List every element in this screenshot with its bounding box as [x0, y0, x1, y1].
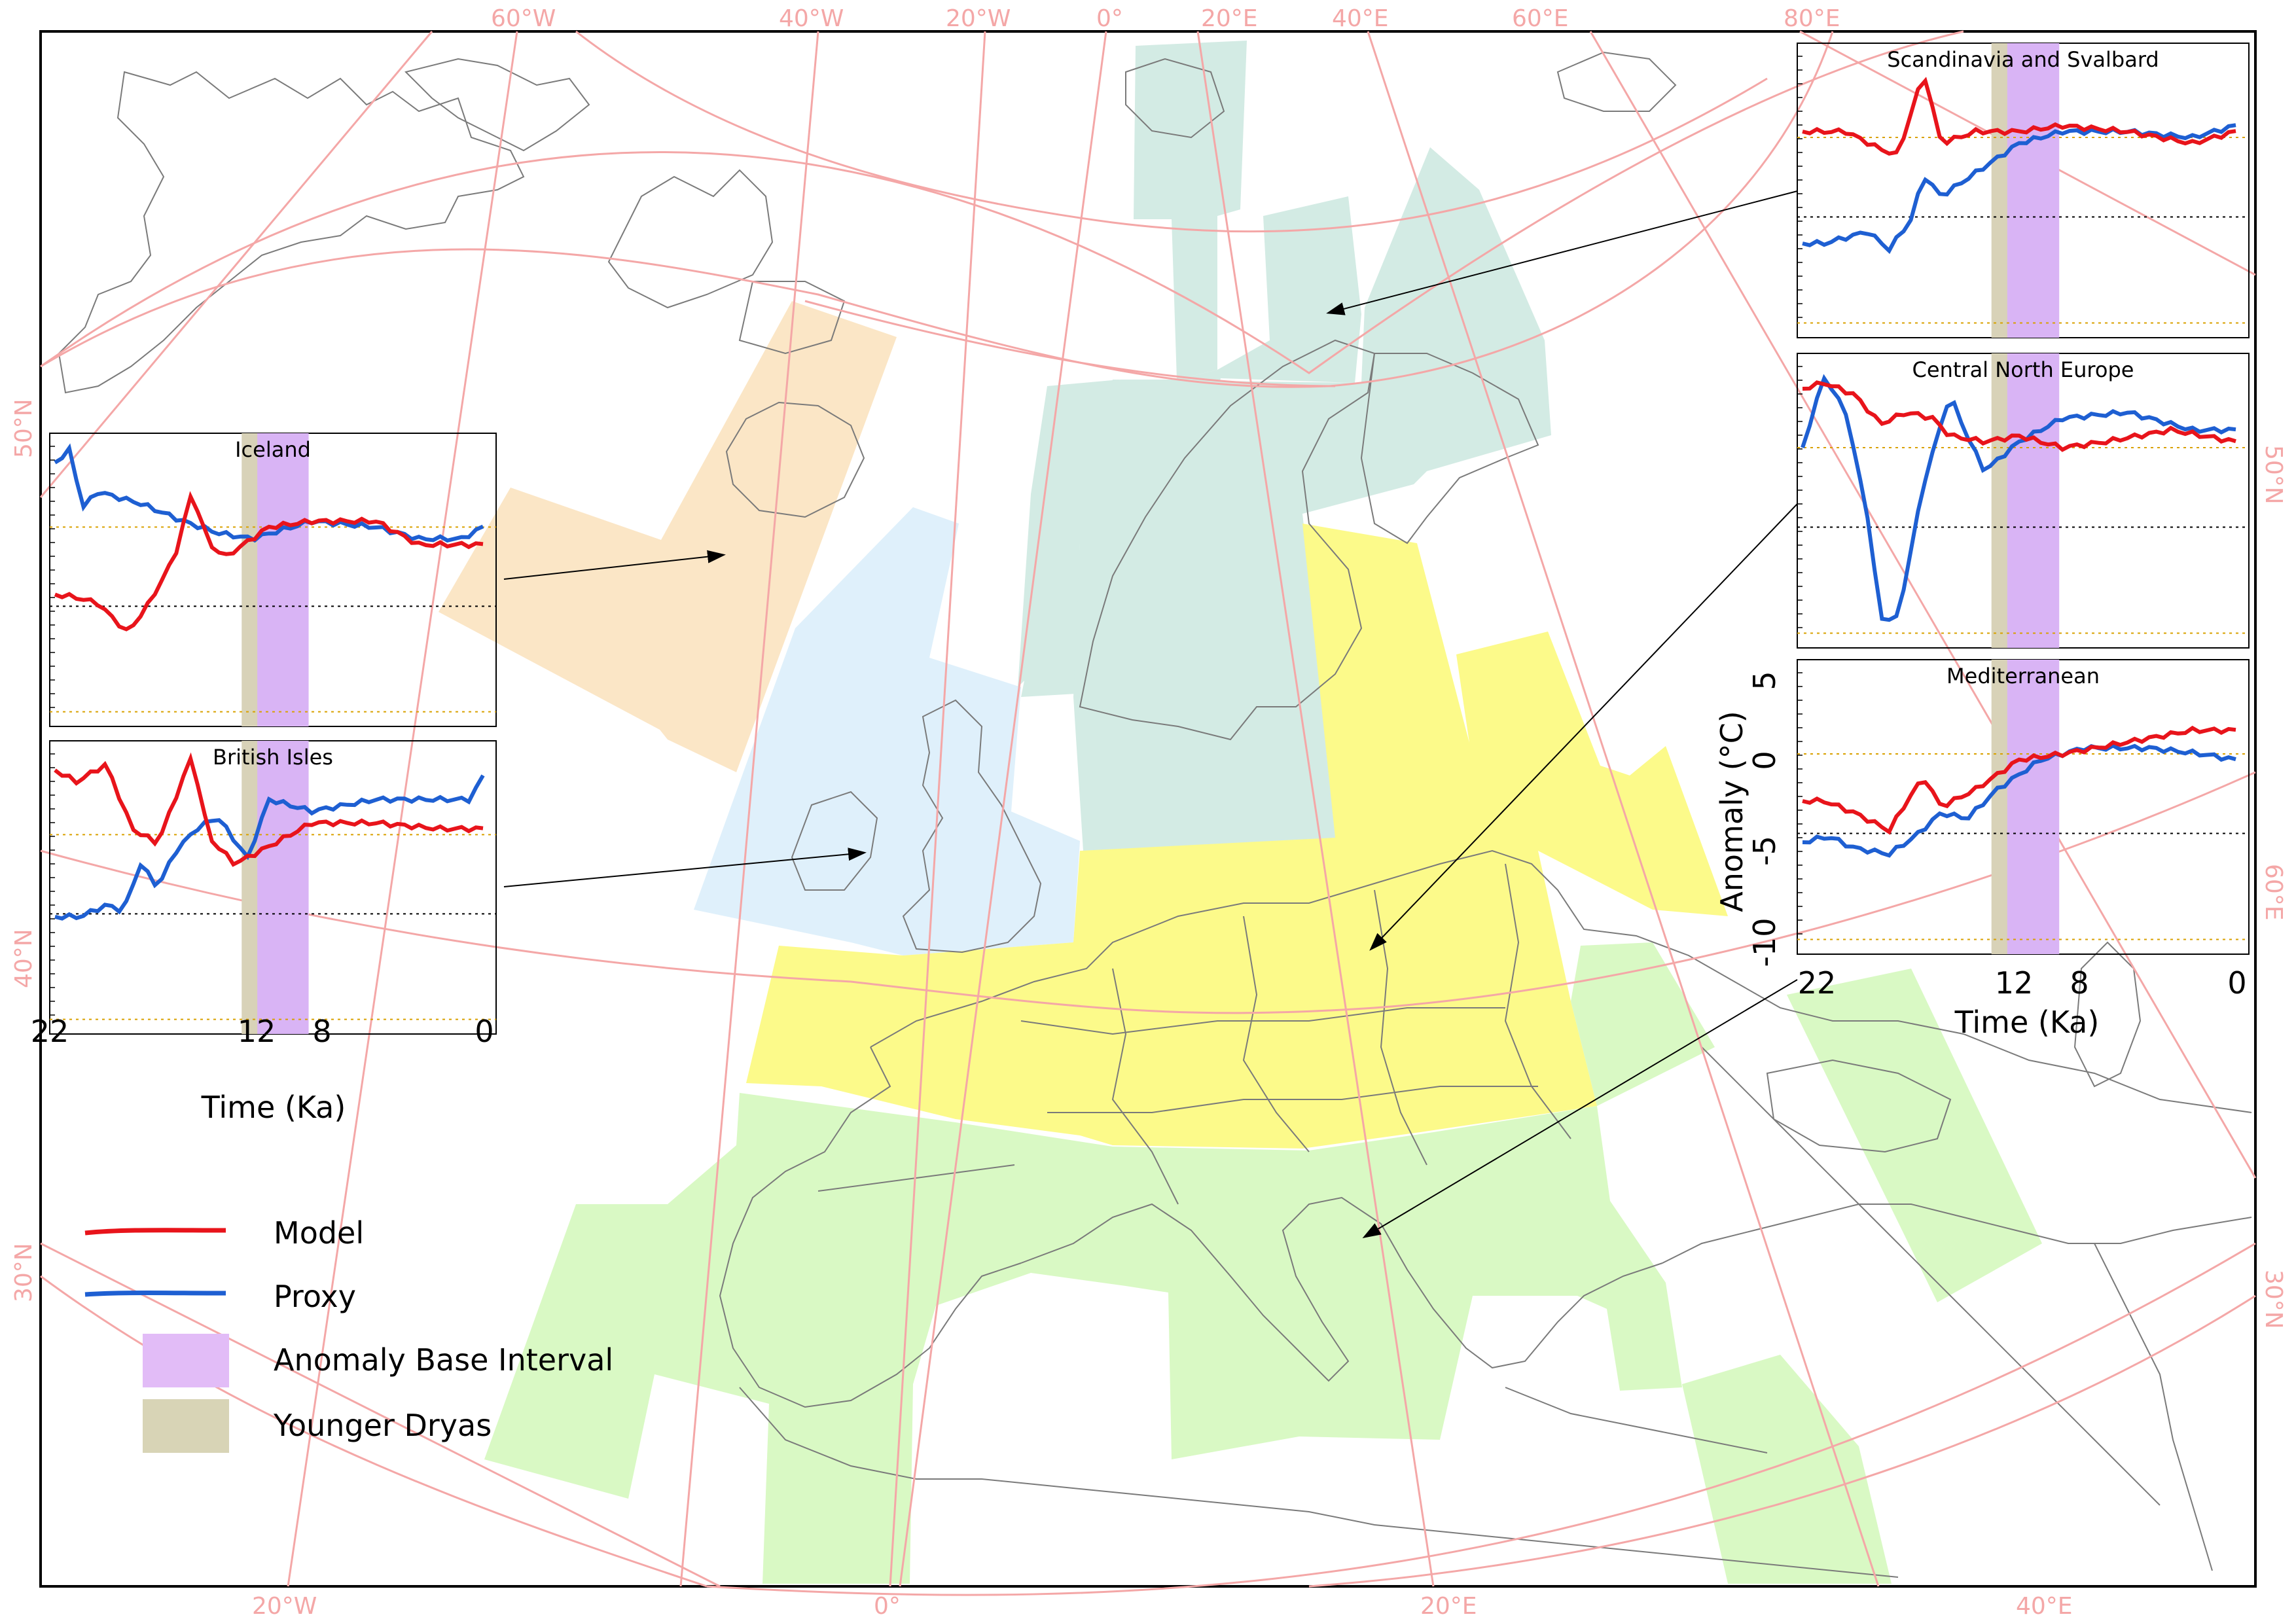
lat-label-50n-right: 50°N — [2260, 445, 2287, 505]
xtick-8-left: 8 — [312, 1014, 331, 1049]
lon-label-40e: 40°E — [1332, 5, 1389, 32]
arrow-iceland — [503, 550, 726, 580]
proxy-series — [1801, 374, 2236, 622]
map-frame — [39, 30, 2257, 1588]
lat-label-30n-left: 30°N — [10, 1243, 37, 1302]
xlabel-right: Time (Ka) — [1954, 1005, 2100, 1040]
lat-label-50n-left: 50°N — [10, 399, 37, 458]
base-interval-band — [257, 433, 309, 726]
region-scandinavia-2 — [1018, 196, 1361, 697]
region-med-east2 — [1787, 969, 2042, 1302]
inset-iceland: Iceland — [49, 433, 497, 727]
xtick-0-left: 0 — [475, 1014, 493, 1049]
inset-mediterranean: Mediterranean — [1797, 659, 2250, 955]
leader-arrows — [503, 190, 1798, 1239]
lon-label-60w: 60°W — [491, 5, 556, 32]
model-series — [1802, 77, 2236, 156]
graticule-labels-top: 60°W 40°W 20°W 0° 20°E 40°E 60°E 80°E — [491, 5, 1840, 32]
region-central — [746, 524, 1728, 1149]
inset-panels: Iceland British Isles Scandinavia and Sval… — [49, 43, 2250, 1035]
base-interval-band — [2007, 660, 2060, 954]
arrow-med — [1362, 979, 1798, 1239]
ytick-5: 5 — [1747, 671, 1782, 690]
base-interval-band — [2007, 43, 2060, 338]
xtick-12-left: 12 — [238, 1014, 276, 1049]
base-interval-band — [2007, 353, 2060, 648]
model-series — [54, 491, 484, 632]
region-central-2 — [1538, 740, 1630, 851]
arrow-central — [1369, 503, 1798, 951]
legend-base-swatch — [143, 1334, 229, 1387]
inset-british: British Isles — [49, 740, 497, 1035]
inset-title: Iceland — [235, 437, 311, 462]
inset-title: British Isles — [213, 745, 333, 770]
proxy-series — [1802, 743, 2236, 858]
region-scandinavia-3 — [1073, 147, 1551, 851]
lon-label-20w-bottom: 20°W — [252, 1593, 317, 1620]
model-series — [1802, 725, 2236, 835]
xtick-22-left: 22 — [31, 1014, 69, 1049]
inset-title: Central North Europe — [1912, 357, 2134, 382]
graticule-labels-left: 50°N 40°N 30°N — [10, 399, 37, 1302]
legend-yd-swatch — [143, 1399, 229, 1453]
region-iceland — [439, 301, 897, 772]
base-interval-band — [257, 741, 309, 1034]
region-british — [694, 507, 1080, 955]
xtick-0-right: 0 — [2227, 965, 2246, 1001]
lon-label-0-bottom: 0° — [874, 1593, 901, 1620]
lon-label-80e: 80°E — [1784, 5, 1840, 32]
legend-proxy-label: Proxy — [274, 1279, 356, 1314]
lon-label-40e-bottom: 40°E — [2016, 1593, 2073, 1620]
xtick-22-right: 22 — [1798, 965, 1837, 1001]
legend-model-swatch — [84, 1228, 226, 1236]
lon-label-60e-right: 60°E — [2260, 864, 2287, 921]
model-series — [54, 752, 484, 867]
graticule-labels-right: 50°N 60°E 30°N — [2260, 445, 2287, 1329]
region-scandinavia — [1134, 41, 1247, 380]
ylabel: Anomaly (°C) — [1714, 711, 1749, 912]
xlabel-left: Time (Ka) — [201, 1090, 346, 1125]
coastlines — [58, 51, 2252, 1578]
model-series — [1802, 380, 2236, 452]
legend-yd-label: Younger Dryas — [273, 1408, 492, 1443]
lon-label-20e-bottom: 20°E — [1420, 1593, 1477, 1620]
ytick-0: 0 — [1747, 751, 1782, 770]
arrow-british — [503, 847, 867, 887]
ytick-minus10: -10 — [1747, 918, 1782, 967]
inset-scandinavia: Scandinavia and Svalbard — [1797, 43, 2250, 338]
inset-central: Central North Europe — [1797, 353, 2250, 649]
lat-label-30n-right: 30°N — [2260, 1270, 2287, 1329]
ytick-minus5: -5 — [1747, 836, 1782, 866]
arrow-scandinavia — [1326, 190, 1798, 315]
lon-label-20w: 20°W — [946, 5, 1011, 32]
graticule-labels-bottom: 20°W 0° 20°E 40°E — [252, 1593, 2073, 1620]
inset-axis-text: 22 12 8 0 Time (Ka) 22 12 8 0 Time (Ka) … — [31, 671, 2247, 1125]
lon-label-20e: 20°E — [1201, 5, 1258, 32]
inset-title: Scandinavia and Svalbard — [1887, 47, 2159, 72]
xtick-8-right: 8 — [2070, 965, 2089, 1001]
lon-label-60e: 60°E — [1512, 5, 1569, 32]
legend: Model Proxy Anomaly Base Interval Younge… — [84, 1215, 613, 1453]
region-tiles — [439, 41, 2042, 1584]
xtick-12-right: 12 — [1995, 965, 2034, 1001]
proxy-series — [54, 443, 484, 543]
legend-model-label: Model — [274, 1215, 364, 1251]
region-med-east — [1682, 1355, 1892, 1584]
proxy-series — [54, 774, 485, 921]
legend-proxy-swatch — [84, 1291, 226, 1297]
inset-title: Mediterranean — [1946, 664, 2100, 688]
region-med — [484, 942, 1715, 1584]
legend-base-label: Anomaly Base Interval — [274, 1342, 613, 1378]
lat-label-40n-left: 40°N — [10, 929, 37, 988]
lon-label-40w: 40°W — [779, 5, 844, 32]
lon-label-0: 0° — [1096, 5, 1123, 32]
proxy-series — [1802, 123, 2236, 255]
